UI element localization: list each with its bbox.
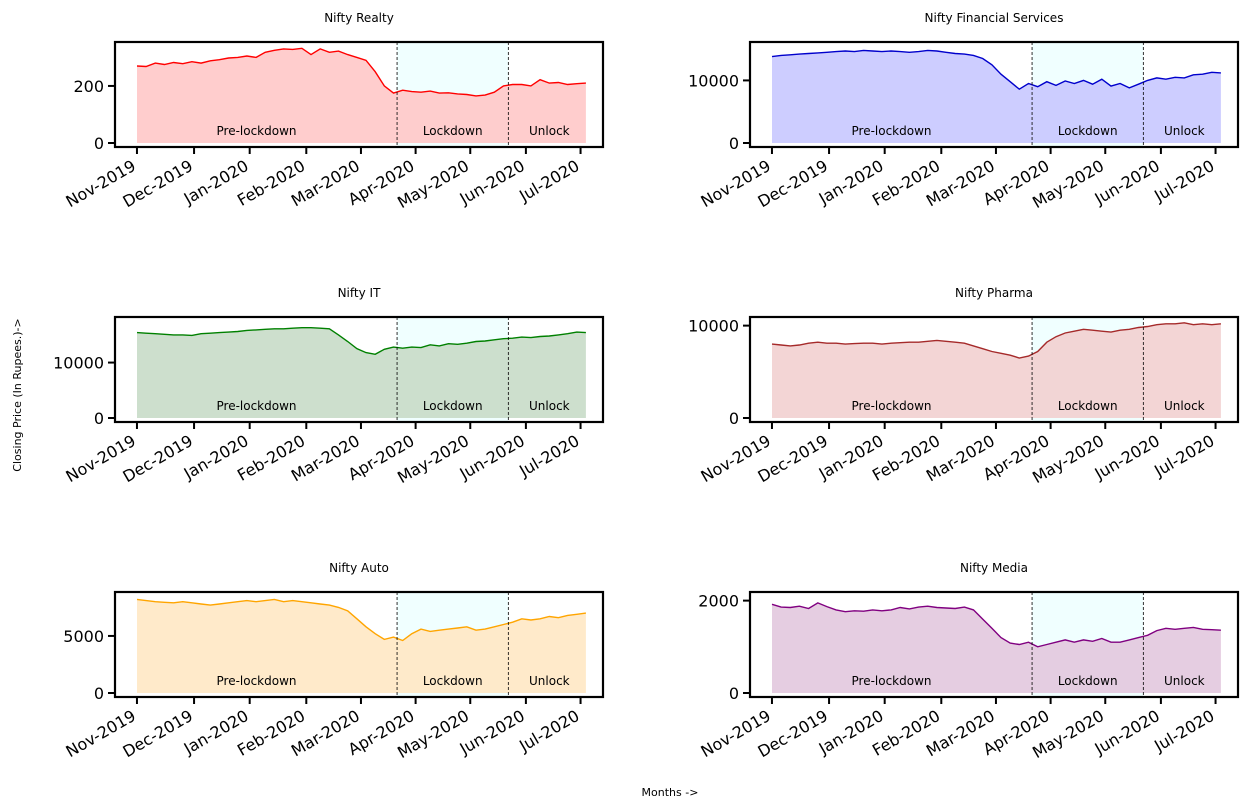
series-area <box>772 50 1221 143</box>
region-label: Lockdown <box>1058 399 1118 413</box>
y-axis-label: Closing Price (In Rupees.)-> <box>11 318 24 471</box>
chart-title: Nifty IT <box>338 286 381 300</box>
axes-frame <box>113 590 605 699</box>
y-tick-label: 0 <box>94 684 104 703</box>
chart-panel: Nifty Media Pre-lockdown Lockdown Unlock 0 20… <box>698 561 1240 762</box>
region-label: Unlock <box>529 674 570 688</box>
chart-title: Nifty Auto <box>329 561 389 575</box>
y-tick-label: 10000 <box>688 71 739 90</box>
series-line <box>771 49 1221 91</box>
series-area <box>137 48 586 143</box>
y-tick-label: 5000 <box>63 627 104 646</box>
axes-frame <box>748 40 1240 149</box>
region-label: Lockdown <box>423 674 483 688</box>
x-tick-label: Jul-2020 <box>1150 706 1217 756</box>
series-line <box>771 602 1221 648</box>
region-label: Lockdown <box>1058 674 1118 688</box>
y-tick-label: 200 <box>73 77 104 96</box>
series-area <box>137 599 586 693</box>
series-area <box>137 327 586 418</box>
region-label: Unlock <box>1164 399 1205 413</box>
chart-panel: Nifty Realty Pre-lockdown Lockdown Unlock 0 2… <box>63 11 605 212</box>
chart-title: Nifty Media <box>960 561 1028 575</box>
y-tick-label: 10000 <box>688 317 739 336</box>
x-tick-label: Jul-2020 <box>1150 431 1217 481</box>
axes-frame <box>748 315 1240 424</box>
chart-panel: Nifty Financial Services Pre-lockdown Lock… <box>688 11 1240 212</box>
chart-panel: Nifty Auto Pre-lockdown Lockdown Unlock 0 500… <box>63 561 605 762</box>
series-line <box>771 322 1221 359</box>
series-line <box>136 47 586 97</box>
y-tick-label: 0 <box>729 684 739 703</box>
series-area <box>772 322 1221 418</box>
chart-title: Nifty Pharma <box>955 286 1033 300</box>
x-tick-label: Jul-2020 <box>515 706 582 756</box>
region-label: Pre-lockdown <box>852 674 932 688</box>
y-tick-label: 0 <box>94 134 104 153</box>
region-label: Unlock <box>1164 674 1205 688</box>
y-tick-label: 10000 <box>53 354 104 373</box>
chart-title: Nifty Financial Services <box>925 11 1064 25</box>
y-tick-label: 0 <box>94 409 104 428</box>
x-tick-label: Jul-2020 <box>515 156 582 206</box>
region-label: Pre-lockdown <box>217 124 297 138</box>
region-label: Lockdown <box>423 399 483 413</box>
region-label: Pre-lockdown <box>217 674 297 688</box>
region-label: Pre-lockdown <box>852 124 932 138</box>
x-axis-label: Months -> <box>642 786 699 799</box>
axes-frame <box>748 590 1240 699</box>
region-label: Unlock <box>529 399 570 413</box>
y-tick-label: 0 <box>729 134 739 153</box>
region-label: Unlock <box>1164 124 1205 138</box>
y-tick-label: 0 <box>729 409 739 428</box>
region-label: Unlock <box>529 124 570 138</box>
series-line <box>136 598 586 642</box>
chart-panel: Nifty Pharma Pre-lockdown Lockdown Unlock 0 1… <box>688 286 1240 487</box>
chart-title: Nifty Realty <box>324 11 394 25</box>
region-label: Pre-lockdown <box>217 399 297 413</box>
chart-panel: Nifty IT Pre-lockdown Lockdown Unlock 0 10000… <box>53 286 605 487</box>
region-label: Lockdown <box>423 124 483 138</box>
x-tick-label: Jul-2020 <box>1150 156 1217 206</box>
y-tick-label: 2000 <box>698 592 739 611</box>
series-area <box>772 602 1221 693</box>
region-label: Pre-lockdown <box>852 399 932 413</box>
x-tick-label: Jul-2020 <box>515 431 582 481</box>
series-line <box>136 327 586 356</box>
region-label: Lockdown <box>1058 124 1118 138</box>
axes-frame <box>113 40 605 149</box>
axes-frame <box>113 315 605 424</box>
